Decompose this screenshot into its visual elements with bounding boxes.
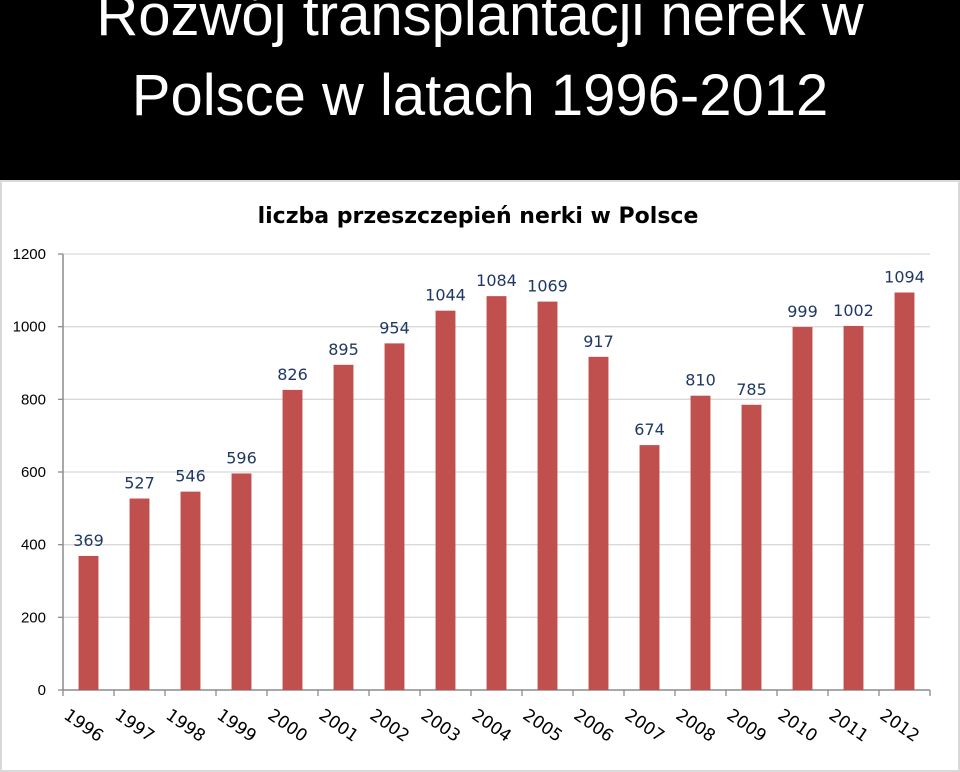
bar-2011 <box>843 325 864 690</box>
data-label-1997: 527 <box>124 474 155 493</box>
bar-2004 <box>486 296 507 690</box>
slide-title: Rozwój transplantacji nerek w Polsce w l… <box>0 0 960 180</box>
bar-2007 <box>639 445 660 690</box>
data-label-2006: 917 <box>583 332 614 351</box>
data-label-2012: 1094 <box>884 268 925 287</box>
y-tick-label: 200 <box>21 609 46 626</box>
bar-1996 <box>78 555 99 690</box>
x-tick-label-2000: 2000 <box>264 705 311 746</box>
x-tick-label-2010: 2010 <box>774 705 821 746</box>
data-label-1999: 596 <box>226 448 257 467</box>
bar-chart: liczba przeszczepień nerki w Polsce 369 5… <box>13 204 931 747</box>
x-tick-label-1999: 1999 <box>213 705 260 746</box>
x-tick-label-2004: 2004 <box>468 705 515 746</box>
bar-2012 <box>894 292 915 690</box>
data-labels: 369 527 546 596 826 895 954 1044 1084 1069 917 674 8… <box>73 268 925 550</box>
x-tick-label-1997: 1997 <box>111 705 158 746</box>
data-label-2005: 1069 <box>527 277 568 296</box>
bar-2001 <box>333 364 354 690</box>
data-label-2003: 1044 <box>425 286 466 305</box>
bar-2010 <box>792 327 813 690</box>
y-tick-label: 1200 <box>13 246 46 263</box>
bar-2005 <box>537 301 558 690</box>
bar-1998 <box>180 491 201 690</box>
bar-1997 <box>129 498 150 690</box>
bar-2000 <box>282 389 303 690</box>
y-tick-label: 1000 <box>13 319 46 336</box>
data-label-2000: 826 <box>277 365 308 384</box>
slide-title-line-1: Rozwój transplantacji nerek w <box>96 0 864 48</box>
bar-2003 <box>435 310 456 690</box>
x-tick-label-2012: 2012 <box>876 705 923 746</box>
data-label-2001: 895 <box>328 340 359 359</box>
data-label-2007: 674 <box>634 420 665 439</box>
x-tick-label-2001: 2001 <box>315 705 362 746</box>
bar-2009 <box>741 404 762 690</box>
y-tick-label: 800 <box>21 391 46 408</box>
x-tick-label-1996: 1996 <box>60 705 107 746</box>
data-label-2002: 954 <box>379 318 410 337</box>
bar-2002 <box>384 343 405 690</box>
y-tick-label: 400 <box>21 537 46 554</box>
x-tick-label-2006: 2006 <box>570 705 617 746</box>
data-label-2010: 999 <box>787 302 818 321</box>
x-tick-label-2011: 2011 <box>825 705 872 746</box>
x-tick-label-1998: 1998 <box>162 705 209 746</box>
bar-2006 <box>588 356 609 690</box>
slide-title-line-2: Polsce w latach 1996-2012 <box>131 63 829 128</box>
chart-panel: liczba przeszczepień nerki w Polsce 369 5… <box>0 180 960 772</box>
x-tick-label-2007: 2007 <box>621 705 668 746</box>
x-tick-label-2005: 2005 <box>519 705 566 746</box>
x-tick-label-2009: 2009 <box>723 705 770 746</box>
data-label-2009: 785 <box>736 380 767 399</box>
bar-2008 <box>690 395 711 690</box>
data-label-2011: 1002 <box>833 301 874 320</box>
x-tick-label-2008: 2008 <box>672 705 719 746</box>
data-label-1998: 546 <box>175 467 206 486</box>
chart-title: liczba przeszczepień nerki w Polsce <box>258 204 699 229</box>
x-tick-label-2003: 2003 <box>417 705 464 746</box>
data-label-2004: 1084 <box>476 271 517 290</box>
x-tick-label-2002: 2002 <box>366 705 413 746</box>
bars <box>78 292 915 690</box>
y-tick-label: 0 <box>38 682 46 699</box>
bar-1999 <box>231 473 252 690</box>
y-tick-label: 600 <box>21 464 46 481</box>
data-label-1996: 369 <box>73 531 104 550</box>
data-label-2008: 810 <box>685 371 716 390</box>
